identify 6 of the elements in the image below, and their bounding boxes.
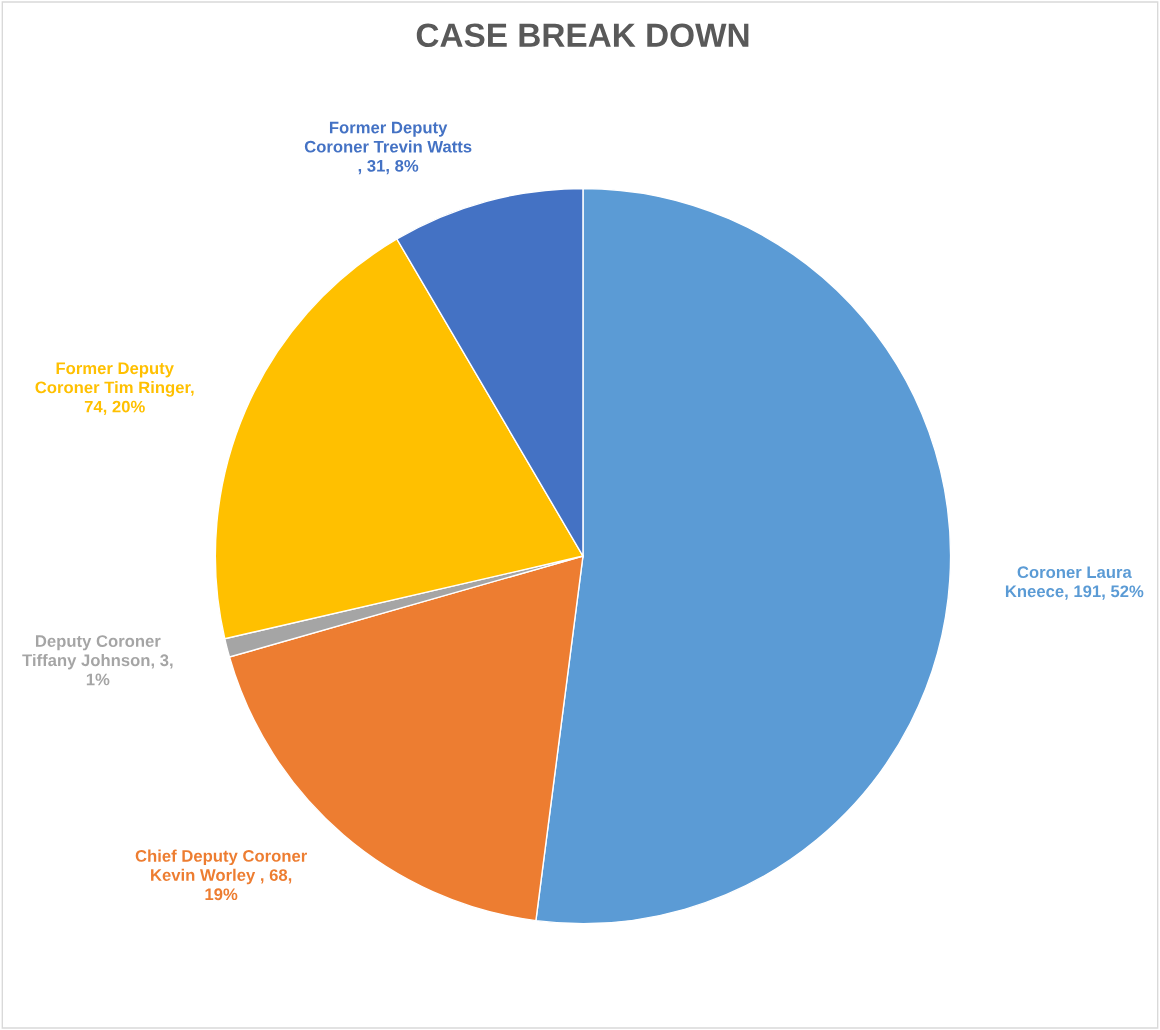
slice-label: Coroner Laura Kneece, 191, 52% [1005, 566, 1144, 600]
slice-label: Chief Deputy Coroner Kevin Worley , 68, 19% [135, 849, 307, 901]
slice-label: Deputy Coroner Tiffany Johnson, 3, 1% [22, 635, 173, 686]
slice-label: Former Deputy Coroner Tim Ringer, 74, 20% [35, 362, 194, 415]
chart-title: CASE BREAK DOWN [416, 23, 749, 48]
slice-label: Former Deputy Coroner Trevin Watts , 31, 8% [304, 121, 472, 175]
